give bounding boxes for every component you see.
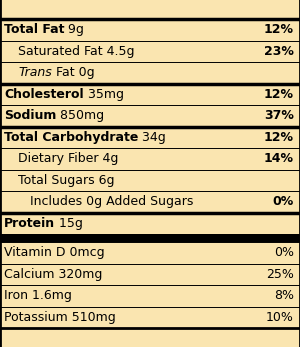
Text: 23%: 23% <box>264 45 294 58</box>
Bar <box>0 234 300 242</box>
Text: 9g: 9g <box>64 23 84 36</box>
Text: Fat 0g: Fat 0g <box>52 66 94 79</box>
Text: Potassium 510mg: Potassium 510mg <box>4 311 116 324</box>
Text: 34g: 34g <box>138 131 166 144</box>
Text: 12%: 12% <box>264 88 294 101</box>
Text: Dietary Fiber 4g: Dietary Fiber 4g <box>18 152 118 165</box>
Text: Sodium: Sodium <box>4 109 56 122</box>
Text: 8%: 8% <box>274 289 294 302</box>
Text: 12%: 12% <box>264 23 294 36</box>
Text: 10%: 10% <box>266 311 294 324</box>
Text: Calcium 320mg: Calcium 320mg <box>4 268 102 281</box>
Text: Protein: Protein <box>4 217 55 230</box>
Text: 0%: 0% <box>274 246 294 259</box>
Text: Total Fat: Total Fat <box>4 23 64 36</box>
Text: Trans: Trans <box>18 66 52 79</box>
Text: 0%: 0% <box>273 195 294 208</box>
Text: Cholesterol: Cholesterol <box>4 88 84 101</box>
Text: 25%: 25% <box>266 268 294 281</box>
Text: Total Sugars 6g: Total Sugars 6g <box>18 174 115 187</box>
Text: 35mg: 35mg <box>84 88 124 101</box>
Text: Total Carbohydrate: Total Carbohydrate <box>4 131 138 144</box>
Text: 14%: 14% <box>264 152 294 165</box>
Text: 850mg: 850mg <box>56 109 104 122</box>
Text: 37%: 37% <box>264 109 294 122</box>
Text: 12%: 12% <box>264 131 294 144</box>
Text: Includes 0g Added Sugars: Includes 0g Added Sugars <box>30 195 194 208</box>
Text: 15g: 15g <box>55 217 83 230</box>
Text: Saturated Fat 4.5g: Saturated Fat 4.5g <box>18 45 134 58</box>
Text: Vitamin D 0mcg: Vitamin D 0mcg <box>4 246 105 259</box>
Text: Iron 1.6mg: Iron 1.6mg <box>4 289 72 302</box>
